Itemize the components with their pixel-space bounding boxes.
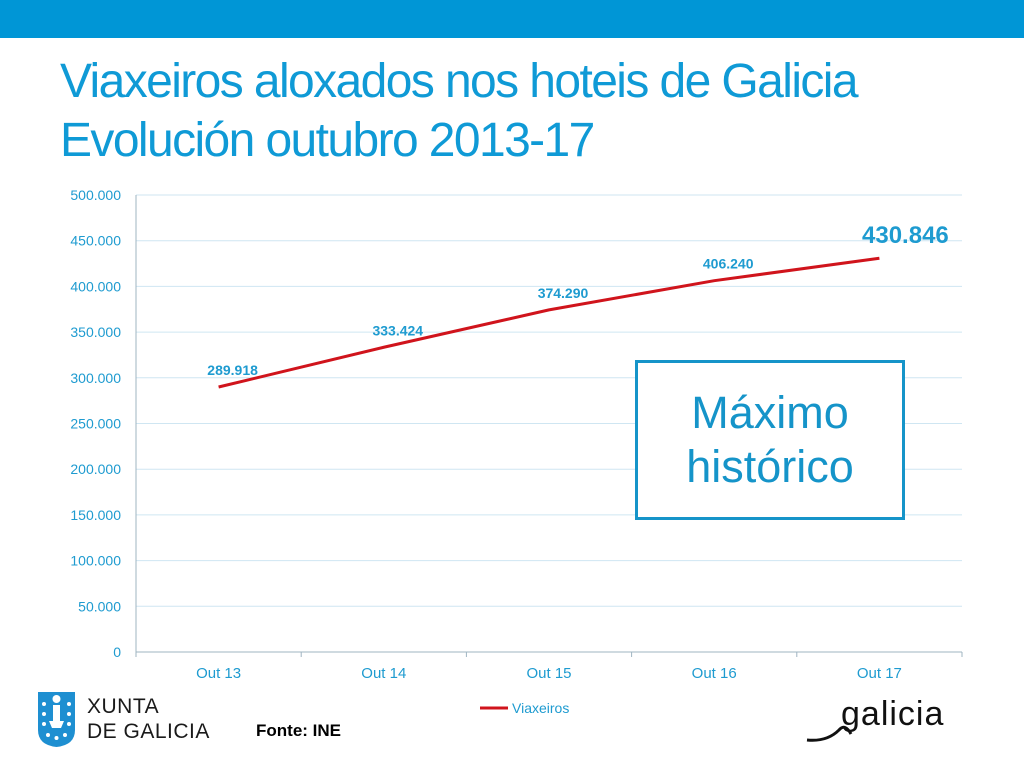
data-label: 406.240 (703, 256, 754, 272)
data-label: 333.424 (372, 322, 423, 338)
xunta-de-galicia-logo: XUNTA DE GALICIA (36, 690, 226, 750)
y-tick-label: 50.000 (78, 598, 121, 614)
galicia-logo: galicia (806, 695, 944, 742)
y-tick-label: 500.000 (70, 187, 121, 203)
top-band (0, 0, 1024, 38)
source-note: Fonte: INE (256, 721, 341, 740)
y-tick-label: 200.000 (70, 461, 121, 477)
galicia-logo-text: galicia (841, 695, 944, 733)
y-tick-label: 0 (113, 644, 121, 660)
data-label: 430.846 (862, 222, 949, 249)
x-tick-label: Out 15 (526, 665, 571, 682)
y-tick-label: 250.000 (70, 416, 121, 432)
y-tick-label: 300.000 (70, 370, 121, 386)
data-label: 374.290 (538, 285, 589, 301)
slide-title: Viaxeiros aloxados nos hoteis de Galicia… (60, 52, 859, 170)
legend-label: Viaxeiros (512, 700, 569, 716)
title-line-2: Evolución outubro 2013-17 (60, 114, 595, 167)
y-tick-label: 150.000 (70, 507, 121, 523)
title-line-1: Viaxeiros aloxados nos hoteis de Galicia (60, 55, 859, 108)
xunta-logo-line-1: XUNTA (87, 695, 160, 718)
y-tick-label: 350.000 (70, 324, 121, 340)
data-label: 289.918 (207, 362, 258, 378)
series-line-viaxeiros (218, 256, 880, 389)
galicia-logo-swoosh-icon (806, 725, 853, 742)
record-callout: Máximo histórico (635, 360, 905, 520)
x-tick-label: Out 17 (857, 665, 902, 682)
callout-line-2: histórico (686, 441, 854, 492)
y-tick-label: 100.000 (70, 553, 121, 569)
xunta-shield-icon (38, 692, 75, 747)
y-tick-label: 400.000 (70, 278, 121, 294)
callout-line-1: Máximo (691, 387, 849, 438)
x-tick-label: Out 16 (692, 665, 737, 682)
y-tick-label: 450.000 (70, 233, 121, 249)
x-tick-label: Out 14 (361, 665, 406, 682)
x-tick-label: Out 13 (196, 665, 241, 682)
xunta-logo-line-2: DE GALICIA (87, 720, 210, 743)
